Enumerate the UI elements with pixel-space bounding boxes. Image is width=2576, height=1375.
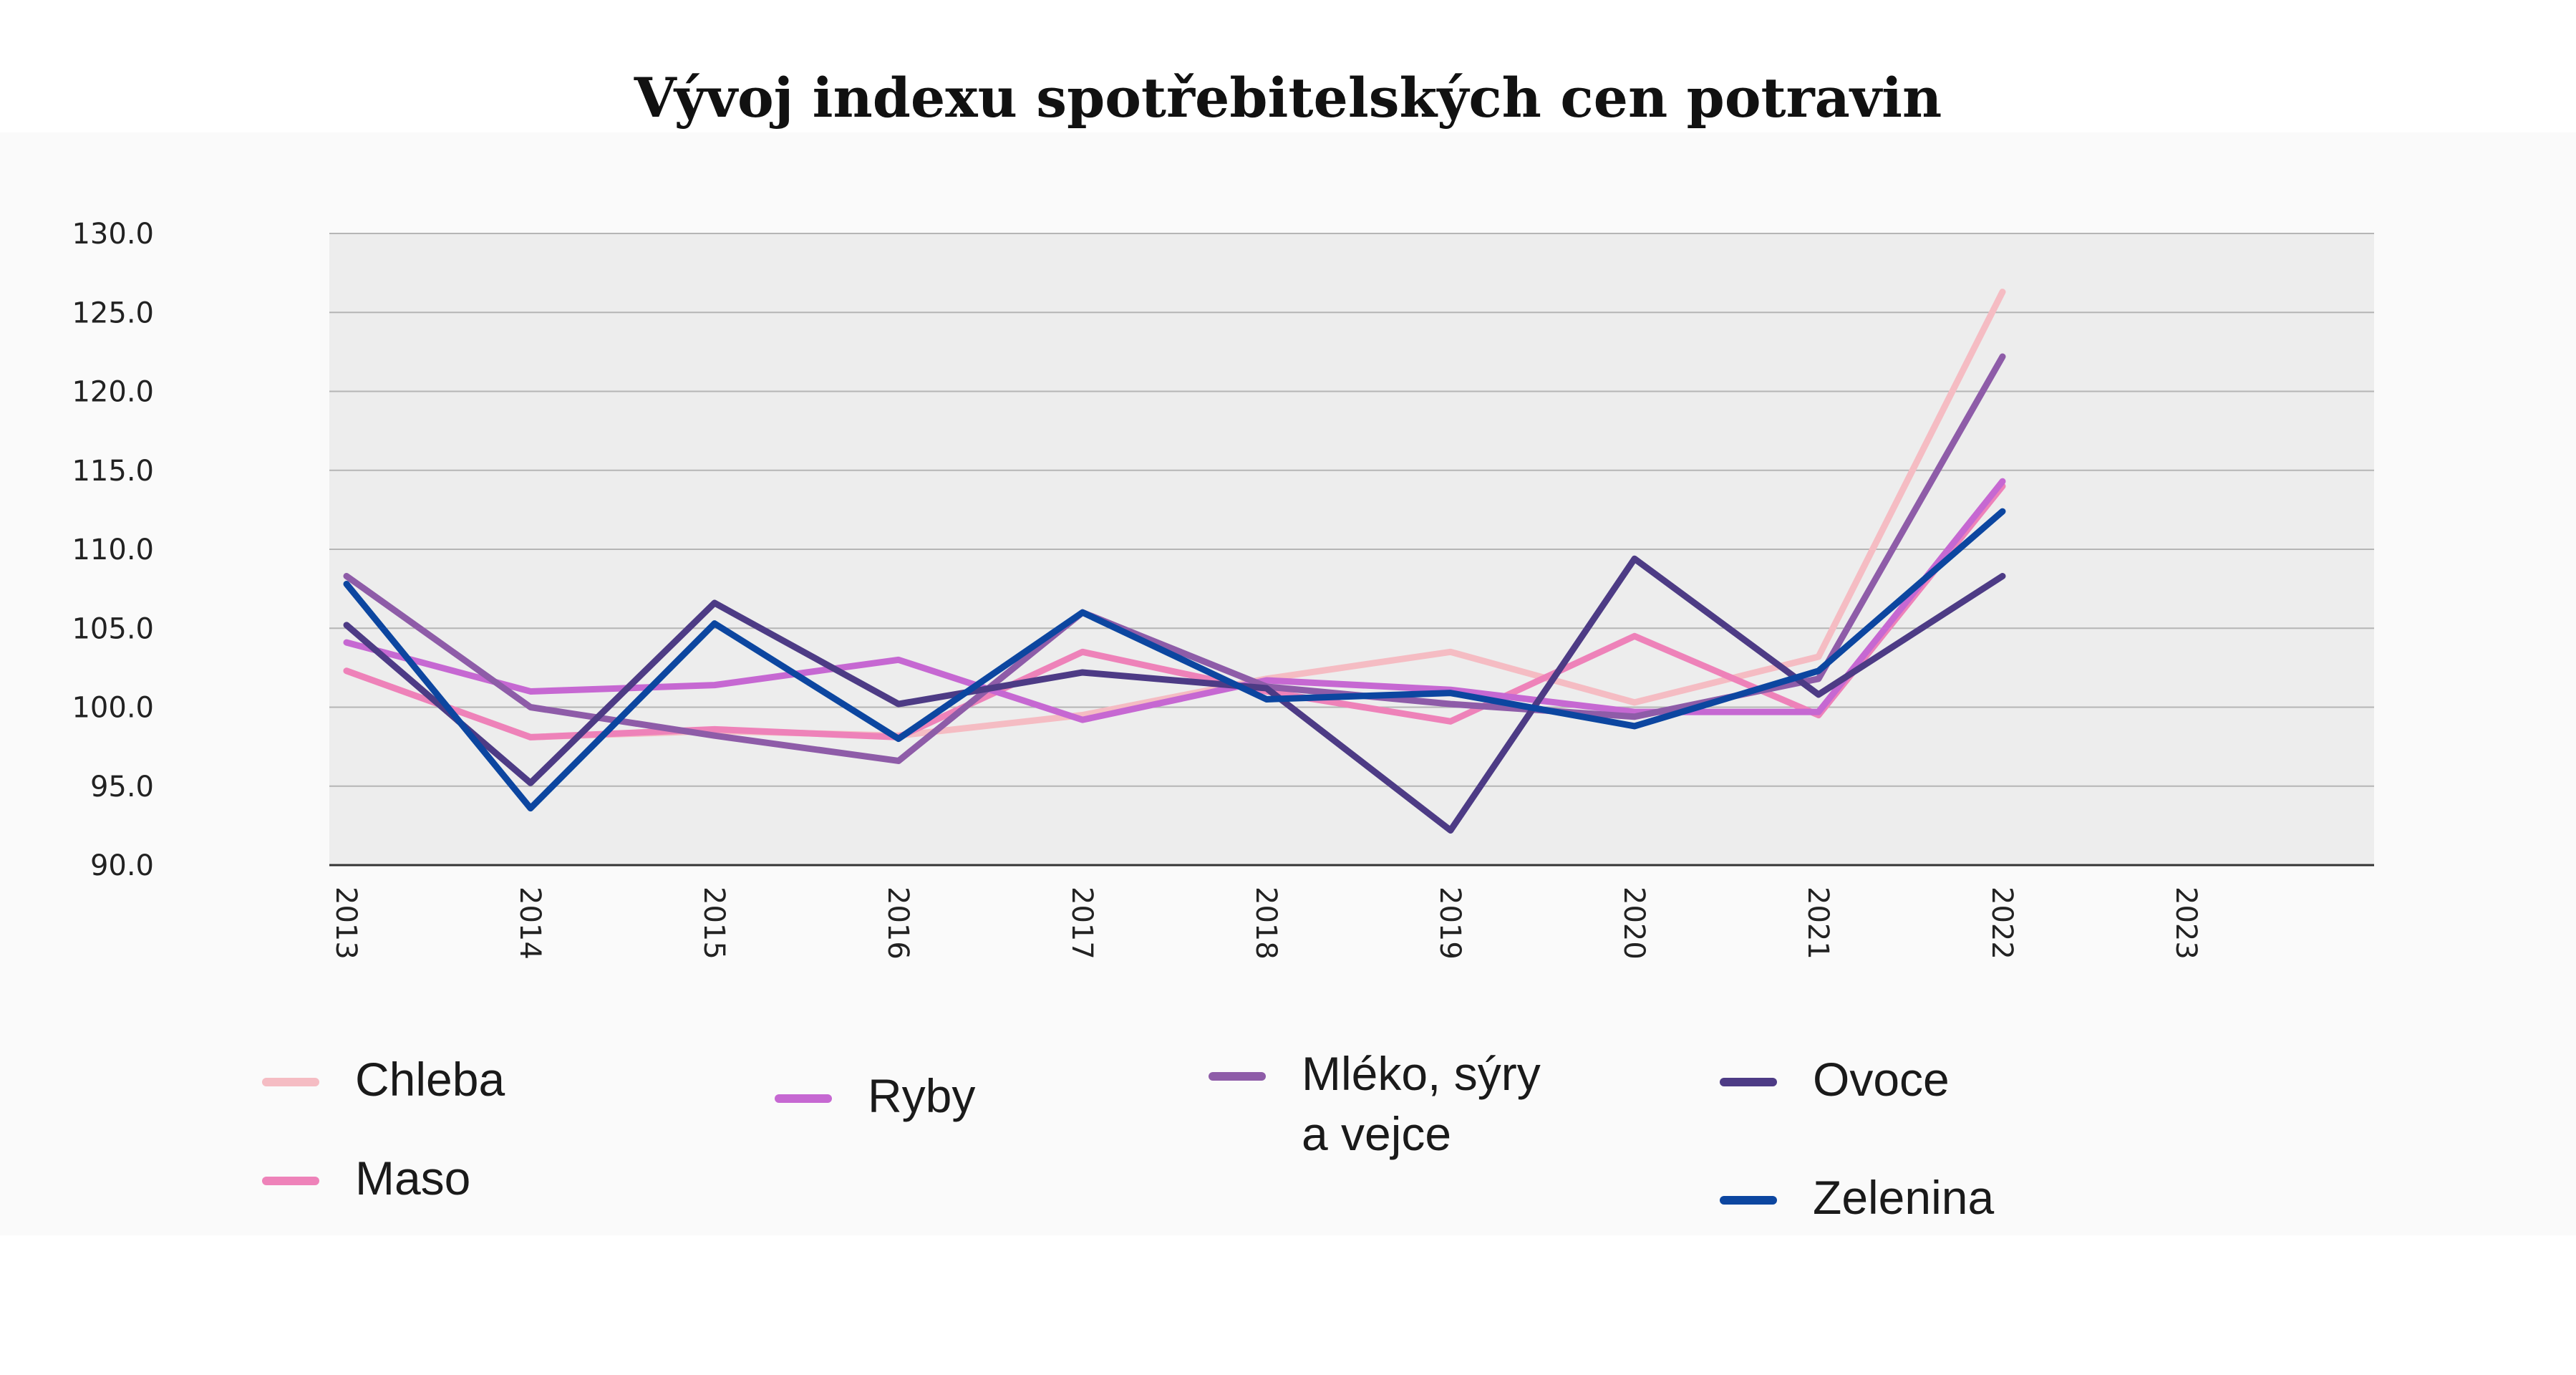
legend-label: Mléko, sýry a vejce bbox=[1302, 1047, 1541, 1160]
legend-item: Chleba bbox=[262, 1049, 505, 1109]
x-tick-label: 2016 bbox=[881, 887, 914, 960]
x-tick-label: 2013 bbox=[329, 887, 362, 960]
legend-item: Mléko, sýry a vejce bbox=[1209, 1043, 1541, 1164]
x-tick-label: 2022 bbox=[1985, 887, 2018, 960]
legend-swatch bbox=[262, 1177, 319, 1185]
legend-label: Ovoce bbox=[1813, 1053, 1950, 1106]
chart-title: Vývoj indexu spotřebitelských cen potrav… bbox=[634, 66, 1942, 130]
legend-swatch bbox=[1720, 1078, 1777, 1086]
legend-item: Ryby bbox=[775, 1066, 975, 1126]
y-tick-label: 120.0 bbox=[72, 376, 154, 409]
y-tick-label: 95.0 bbox=[90, 771, 154, 804]
x-tick-label: 2023 bbox=[2169, 887, 2202, 960]
legend-swatch bbox=[1720, 1196, 1777, 1205]
y-tick-label: 100.0 bbox=[72, 692, 154, 725]
y-tick-label: 110.0 bbox=[72, 534, 154, 566]
legend-label: Zelenina bbox=[1813, 1171, 1995, 1224]
y-tick-label: 130.0 bbox=[72, 218, 154, 251]
x-tick-label: 2018 bbox=[1249, 887, 1282, 960]
legend-swatch bbox=[775, 1094, 832, 1103]
legend-label: Ryby bbox=[868, 1069, 976, 1122]
x-tick-label: 2021 bbox=[1801, 887, 1834, 960]
y-tick-label: 105.0 bbox=[72, 612, 154, 645]
y-tick-label: 115.0 bbox=[72, 455, 154, 488]
y-tick-label: 90.0 bbox=[90, 849, 154, 882]
y-tick-label: 125.0 bbox=[72, 296, 154, 329]
x-tick-label: 2014 bbox=[513, 887, 546, 960]
x-tick-label: 2017 bbox=[1065, 887, 1098, 960]
legend-item: Zelenina bbox=[1720, 1167, 1994, 1227]
series-line-2 bbox=[343, 478, 2006, 723]
series-line-4 bbox=[343, 555, 2006, 834]
legend-item: Ovoce bbox=[1720, 1049, 1950, 1109]
x-tick-label: 2020 bbox=[1617, 887, 1650, 960]
series-line-1 bbox=[343, 483, 2006, 740]
x-tick-label: 2015 bbox=[697, 887, 730, 960]
x-tick-label: 2019 bbox=[1433, 887, 1466, 960]
legend-swatch bbox=[1209, 1072, 1266, 1081]
legend-label: Maso bbox=[355, 1152, 471, 1205]
series-line-5 bbox=[343, 508, 2006, 812]
legend-label: Chleba bbox=[355, 1053, 505, 1106]
legend-swatch bbox=[262, 1078, 319, 1086]
legend-item: Maso bbox=[262, 1148, 470, 1208]
